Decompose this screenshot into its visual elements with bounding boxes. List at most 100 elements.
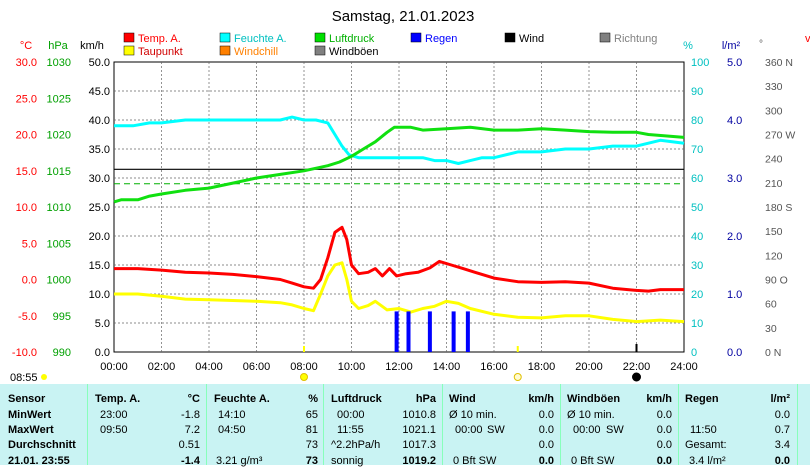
temp-tick: -10.0 xyxy=(12,347,37,359)
rain-tick: 5.0 xyxy=(727,57,742,69)
legend-label: Windböen xyxy=(329,46,379,58)
row-min-label: MinWert xyxy=(8,409,52,421)
hdr-gust: Windböen xyxy=(567,393,621,405)
dir-tick: 270 W xyxy=(765,130,795,142)
col-sep xyxy=(323,384,324,465)
row-avg-label: Durchschnitt xyxy=(8,439,76,451)
rain-bar xyxy=(451,311,456,352)
press-axis-unit: hPa xyxy=(48,40,68,52)
legend-swatch xyxy=(123,32,135,43)
legend-label: Richtung xyxy=(614,33,657,45)
legend-label: Windchill xyxy=(234,46,278,58)
max-rain-time: 11:50 xyxy=(690,424,717,436)
hdr-temp: Temp. A. xyxy=(95,393,141,405)
wind-tick: 15.0 xyxy=(89,260,110,272)
hdr-wind-unit: km/h xyxy=(528,393,554,405)
rain-axis-unit: l/m² xyxy=(722,40,741,52)
legend-label: Wind xyxy=(519,33,544,45)
hum-tick: 100 xyxy=(691,57,709,69)
wind-tick: 10.0 xyxy=(89,289,110,301)
axis-ticks: 30.025.020.015.010.05.00.0-5.0-10.010301… xyxy=(12,57,796,373)
rain-tick: 3.0 xyxy=(727,173,742,185)
min-wind-time: Ø 10 min. xyxy=(449,409,497,421)
hdr-hum-unit: % xyxy=(308,393,318,405)
min-press-val: 1010.8 xyxy=(402,409,436,421)
rain-tick: 4.0 xyxy=(727,115,742,127)
series-taupunkt xyxy=(114,261,685,324)
min-rain-val: 0.0 xyxy=(774,409,790,421)
time-tick: 06:00 xyxy=(243,361,271,373)
dir-tick: 30 xyxy=(765,323,777,335)
cur-rain-val: 0.0 xyxy=(774,455,790,467)
hdr-rain-unit: l/m² xyxy=(770,393,790,405)
hdr-press-unit: hPa xyxy=(415,393,436,405)
dir-tick: 0 N xyxy=(765,347,781,359)
hdr-temp-unit: °C xyxy=(187,393,200,405)
temp-tick: 15.0 xyxy=(16,166,37,178)
max-wind-val: 0.0 xyxy=(538,424,554,436)
time-tick: 14:00 xyxy=(433,361,461,373)
cur-wind-bft: 0 Bft SW xyxy=(453,455,497,467)
dir-axis-unit: ° xyxy=(759,39,763,50)
wind-tick: 0.0 xyxy=(95,347,110,359)
grid xyxy=(114,62,684,352)
max-rain-val: 0.7 xyxy=(774,424,790,436)
rain-tick: 2.0 xyxy=(727,231,742,243)
time-tick: 02:00 xyxy=(148,361,176,373)
max-wind-dir: SW xyxy=(487,424,505,436)
dir-tick: 360 N xyxy=(765,57,793,69)
avg-press-trend: ^2.2hPa/h xyxy=(331,439,381,451)
col-sep xyxy=(87,384,88,465)
rain-bar xyxy=(394,311,399,352)
legend-swatch xyxy=(123,45,135,56)
row-max-label: MaxWert xyxy=(8,424,54,436)
min-temp-time: 23:00 xyxy=(100,409,128,421)
hdr-hum: Feuchte A. xyxy=(214,393,270,405)
min-temp-val: -1.8 xyxy=(181,409,200,421)
avg-temp-val: 0.51 xyxy=(178,439,200,451)
legend-label: Taupunkt xyxy=(138,46,183,58)
dir-tick: 300 xyxy=(765,105,783,117)
hum-tick: 50 xyxy=(691,202,703,214)
wind-tick: 40.0 xyxy=(89,115,110,127)
cur-wind-val: 0.0 xyxy=(538,455,554,467)
hum-tick: 30 xyxy=(691,260,703,272)
max-hum-time: 04:50 xyxy=(218,424,246,436)
hum-tick: 40 xyxy=(691,231,703,243)
hdr-rain: Regen xyxy=(685,393,719,405)
time-tick: 22:00 xyxy=(623,361,651,373)
hdr-gust-unit: km/h xyxy=(646,393,672,405)
legend-label: Luftdruck xyxy=(329,33,375,45)
press-tick: 1010 xyxy=(47,202,71,214)
min-gust-val: 0.0 xyxy=(656,409,672,421)
max-gust-time: 00:00 xyxy=(573,424,601,436)
press-tick: 1030 xyxy=(47,57,71,69)
min-wind-val: 0.0 xyxy=(538,409,554,421)
dir-tick: 240 xyxy=(765,154,783,166)
press-tick: 1015 xyxy=(47,166,71,178)
wind-axis-unit: km/h xyxy=(80,40,104,52)
temp-tick: 30.0 xyxy=(16,57,37,69)
temp-tick: 5.0 xyxy=(22,238,37,250)
press-tick: 1020 xyxy=(47,130,71,142)
wind-tick: 35.0 xyxy=(89,144,110,156)
legend-swatch xyxy=(410,32,422,43)
avg-press-val: 1017.3 xyxy=(402,439,436,451)
series-feuchte-a xyxy=(114,115,685,165)
time-tick: 20:00 xyxy=(575,361,603,373)
sun-icon xyxy=(300,373,308,381)
cur-hum-abs: 3.21 g/m³ xyxy=(216,455,263,467)
time-tick: 00:00 xyxy=(100,361,128,373)
hum-tick: 80 xyxy=(691,115,703,127)
temp-tick: 20.0 xyxy=(16,130,37,142)
wind-tick: 50.0 xyxy=(89,57,110,69)
press-tick: 1005 xyxy=(47,238,71,250)
avg-hum-val: 73 xyxy=(305,439,318,451)
series-layer xyxy=(113,115,685,352)
hum-tick: 90 xyxy=(691,86,703,98)
rain-bar xyxy=(427,311,432,352)
rain-tick: 1.0 xyxy=(727,289,742,301)
col-sep xyxy=(678,384,679,465)
time-tick: 12:00 xyxy=(385,361,413,373)
avg-gust-val: 0.0 xyxy=(656,439,672,451)
